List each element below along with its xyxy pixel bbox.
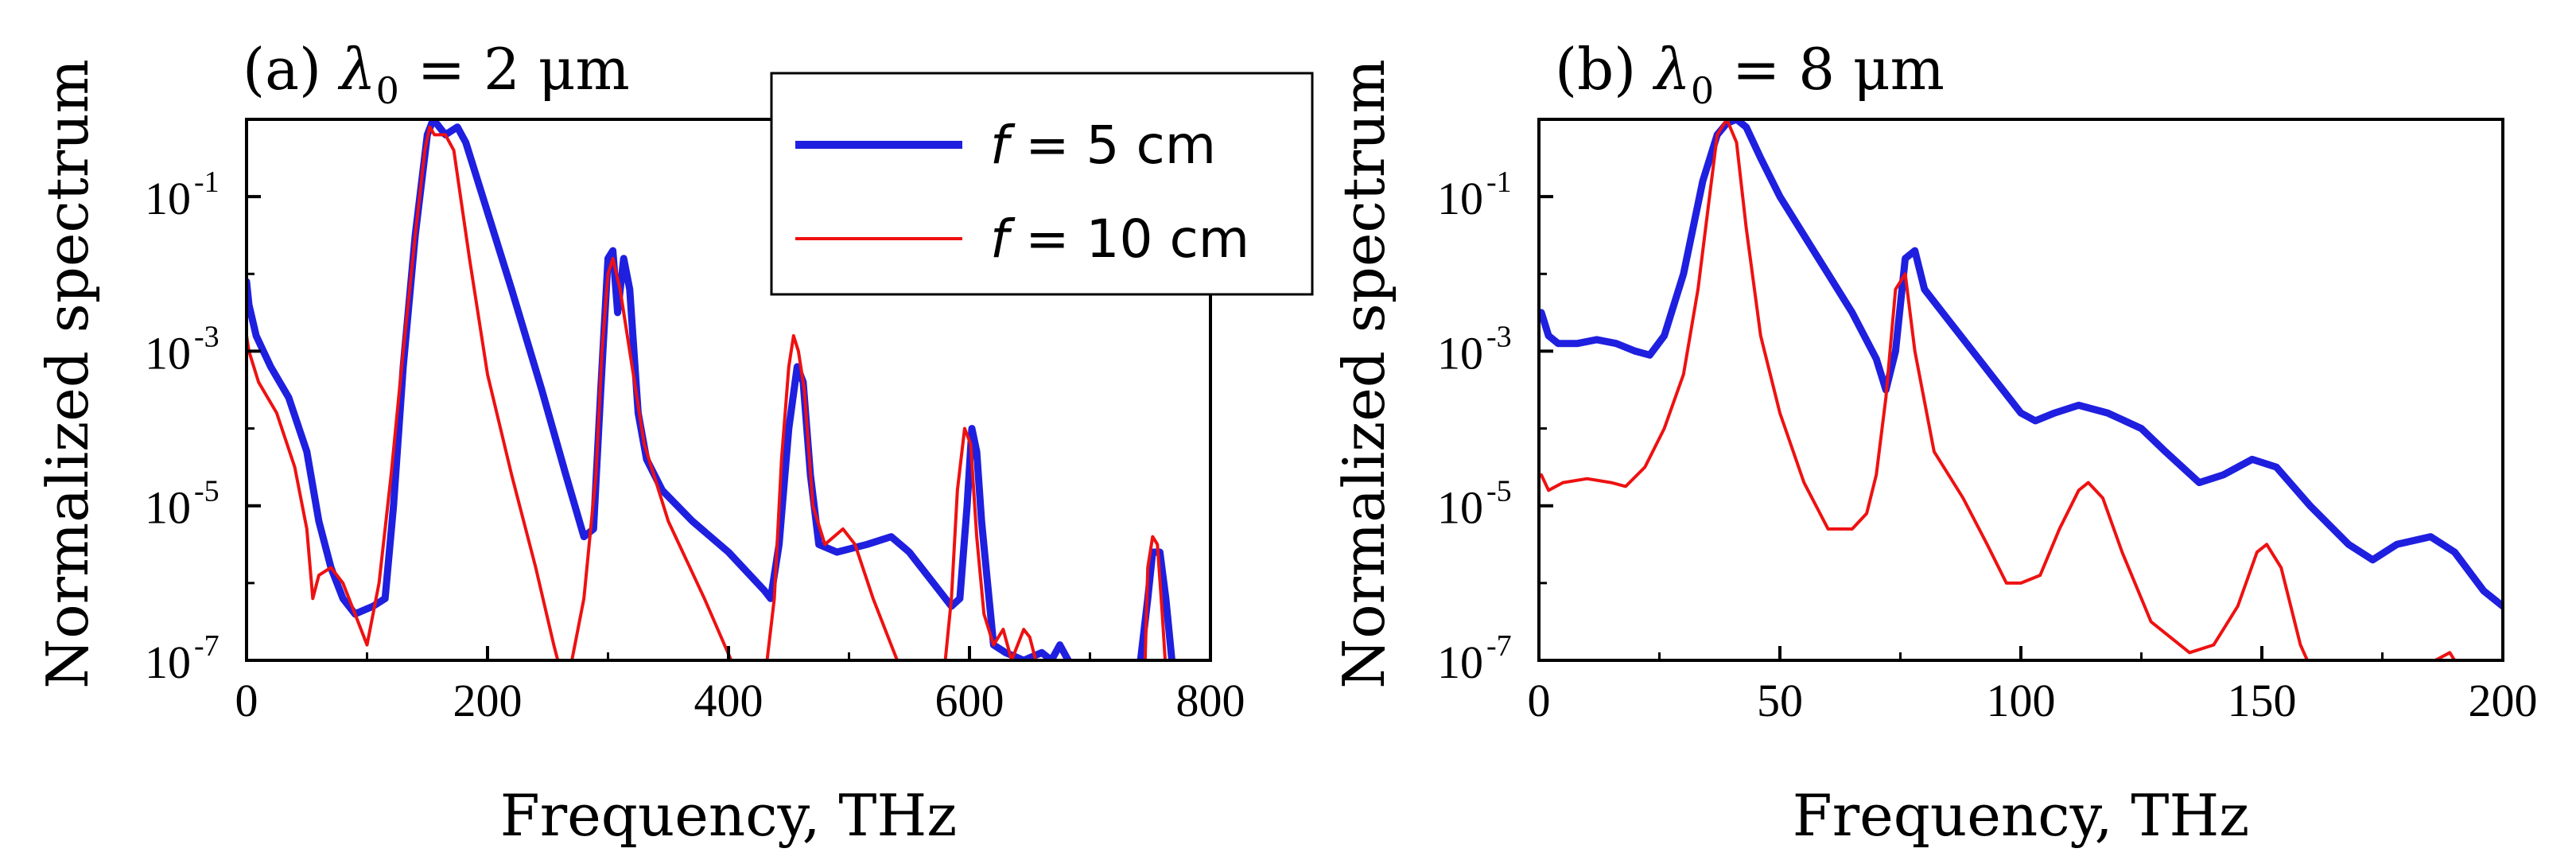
panel-a-x-tick-label: 600 <box>935 675 1004 726</box>
panel-a-y-tick-label: 10 <box>145 636 191 688</box>
panel-a-x-axis-title: Frequency, THz <box>500 782 957 849</box>
panel-a-x-tick-label: 800 <box>1176 675 1245 726</box>
panel-b-y-tick-exponent: -7 <box>1486 629 1512 663</box>
panel-b-y-tick-label: 10 <box>1437 482 1483 534</box>
panel-b-x-tick-label: 150 <box>2228 675 2297 726</box>
legend: f = 5 cm f = 10 cm <box>770 72 1314 296</box>
panel-b-y-tick-exponent: -5 <box>1486 475 1512 508</box>
panel-b-y-axis-title: Normalized spectrum <box>1331 59 1397 689</box>
panel-a-y-tick-exponent: -7 <box>194 629 220 663</box>
panel-b-y-tick-exponent: -3 <box>1486 320 1512 353</box>
legend-label-10cm: f = 10 cm <box>990 208 1249 270</box>
legend-box <box>770 72 1314 296</box>
panel-b-y-tick-label: 10 <box>1437 173 1483 224</box>
panel-b-x-tick-label: 0 <box>1528 675 1551 726</box>
panel-b-series <box>1539 119 2503 660</box>
panel-b-x-tick-label: 50 <box>1757 675 1803 726</box>
panel-b-title: (b) λ0 = 8 μm <box>1555 36 1945 112</box>
panel-b-y-tick-label: 10 <box>1437 636 1483 688</box>
panel-a-y-tick-label: 10 <box>145 482 191 534</box>
panel-b-y-tick-label: 10 <box>1437 327 1483 379</box>
panel-a-y-tick-label: 10 <box>145 173 191 224</box>
legend-label-5cm: f = 5 cm <box>990 115 1216 176</box>
panel-b-x-tick-label: 200 <box>2469 675 2538 726</box>
panel-a-y-tick-exponent: -1 <box>194 165 220 199</box>
panel-b-y-tick-exponent: -1 <box>1486 165 1512 199</box>
panel-a-series-5cm-line <box>247 119 1072 660</box>
panel-a-y-tick-exponent: -5 <box>194 475 220 508</box>
panel-a-y-tick-label: 10 <box>145 327 191 379</box>
panel-a-title: (a) λ0 = 2 μm <box>243 36 630 112</box>
panel-a-x-tick-label: 400 <box>694 675 763 726</box>
panel-a-y-axis-title: Normalized spectrum <box>34 59 101 689</box>
panel-a-y-tick-exponent: -3 <box>194 320 220 353</box>
panel-a-x-tick-label: 200 <box>453 675 523 726</box>
panel-a-series <box>247 119 1175 660</box>
panel-a-series-10cm-line <box>247 125 1038 660</box>
panel-b-series-5cm-line <box>1539 119 2503 610</box>
panel-b-frame <box>1537 118 2504 662</box>
panel-b-series-10cm-line <box>1540 119 2457 660</box>
panel-a-x-tick-label: 0 <box>235 675 258 726</box>
panel-a-series-10cm-line-segment2 <box>1143 535 1168 660</box>
panel-b-x-tick-label: 100 <box>1987 675 2056 726</box>
panel-b-x-axis-title: Frequency, THz <box>1793 782 2249 849</box>
